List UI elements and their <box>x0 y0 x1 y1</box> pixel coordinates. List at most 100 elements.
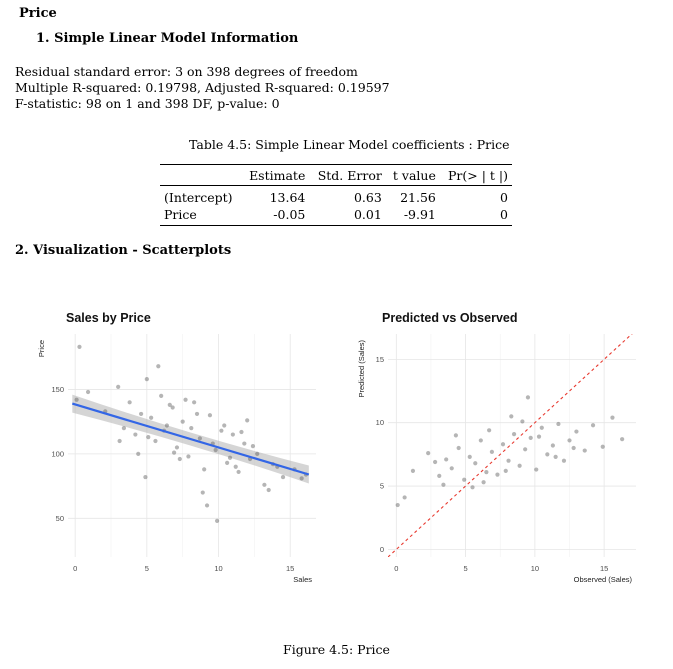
data-point <box>478 438 483 443</box>
stat-f-statistic: F-statistic: 98 on 1 and 398 DF, p-value… <box>15 96 280 111</box>
plot-area <box>71 344 310 524</box>
data-point <box>462 477 467 482</box>
data-point <box>503 468 508 473</box>
data-point <box>426 451 431 456</box>
data-point <box>525 395 531 400</box>
data-point <box>266 487 271 493</box>
data-point <box>517 463 522 468</box>
data-point <box>214 518 220 524</box>
data-point <box>489 449 495 454</box>
data-point <box>180 419 185 424</box>
data-point <box>207 413 213 418</box>
data-point <box>236 469 241 475</box>
data-point <box>610 415 615 420</box>
points <box>74 344 309 524</box>
data-point <box>197 436 202 441</box>
y-tick-label: 15 <box>376 355 384 364</box>
data-point <box>133 432 138 437</box>
data-point <box>230 432 235 437</box>
table-cell: (Intercept) <box>164 190 233 205</box>
data-point <box>433 459 438 465</box>
data-point <box>481 480 486 485</box>
data-point <box>441 482 446 487</box>
data-point <box>495 472 500 477</box>
data-point <box>395 502 400 508</box>
data-point <box>171 450 177 455</box>
y-axis-label: Predicted (Sales) <box>357 340 366 398</box>
data-point <box>467 454 472 460</box>
scatterplot-sales-by-price: 0 5 10 15 50 100 150 Sales by Price Sales Price <box>37 311 316 584</box>
table-row: Price -0.05 0.01 -9.91 0 <box>160 206 512 226</box>
x-tick-label: 5 <box>464 564 468 573</box>
data-point <box>449 466 454 471</box>
x-tick-label: 10 <box>531 564 539 573</box>
figure-caption: Figure 4.5: Price <box>283 642 390 657</box>
data-point <box>164 423 170 428</box>
data-point <box>487 428 492 433</box>
data-point <box>453 433 458 438</box>
plot-area <box>388 334 633 557</box>
x-tick-label: 0 <box>73 564 77 573</box>
section-heading-model-info: 1. Simple Linear Model Information <box>36 31 299 46</box>
data-point <box>550 443 555 448</box>
data-point <box>520 419 525 424</box>
data-point <box>534 467 539 472</box>
data-point <box>590 423 596 428</box>
data-point <box>571 445 576 451</box>
data-point <box>74 397 79 402</box>
x-axis-label: Observed (Sales) <box>574 575 633 584</box>
data-point <box>239 429 244 435</box>
data-point <box>561 458 567 463</box>
y-tick-label: 150 <box>51 385 64 394</box>
data-point <box>536 434 542 439</box>
table-caption: Table 4.5: Simple Linear Model coefficie… <box>189 137 510 152</box>
data-point <box>545 452 550 457</box>
data-point <box>255 451 260 456</box>
table-header-cell <box>160 164 242 186</box>
data-point <box>189 425 194 431</box>
data-point <box>245 418 250 423</box>
data-point <box>250 444 256 449</box>
data-point <box>194 411 200 417</box>
data-point <box>143 474 148 480</box>
data-point <box>149 415 154 420</box>
data-point <box>183 397 188 402</box>
y-axis-label: Price <box>37 340 46 357</box>
table-header-row: Estimate Std. Error t value Pr(> | t |) <box>160 164 512 186</box>
table-cell: 0.01 <box>353 207 382 222</box>
data-point <box>139 411 144 417</box>
data-point <box>556 421 561 427</box>
data-point <box>177 456 182 462</box>
points <box>395 395 625 508</box>
y-tick-label: 50 <box>56 514 64 523</box>
data-point <box>582 448 587 453</box>
y-tick-label: 0 <box>380 545 384 554</box>
data-point <box>136 451 141 456</box>
table-header-cell: Pr(> | t |) <box>439 164 512 186</box>
table-cell: 0 <box>500 207 508 222</box>
table-cell: Price <box>164 207 197 222</box>
table-header-cell: Std. Error <box>309 164 386 186</box>
data-point <box>174 445 180 450</box>
page-heading: Price <box>19 6 57 21</box>
y-tick-label: 100 <box>51 449 64 458</box>
table-cell: -9.91 <box>403 207 436 222</box>
data-point <box>159 393 164 398</box>
data-point <box>202 467 207 472</box>
data-point <box>500 442 506 447</box>
table-cell: 0.63 <box>353 190 382 205</box>
y-tick-label: 5 <box>380 482 384 491</box>
data-point <box>225 460 230 466</box>
data-point <box>620 437 625 442</box>
data-point <box>574 429 579 434</box>
data-point <box>509 414 514 419</box>
data-point <box>567 438 572 443</box>
data-point <box>153 438 158 444</box>
x-axis-label: Sales <box>293 575 312 584</box>
x-tick-label: 0 <box>394 564 398 573</box>
data-point <box>484 470 489 475</box>
x-tick-label: 10 <box>214 564 222 573</box>
data-point <box>227 455 233 460</box>
data-point <box>146 435 151 440</box>
grid <box>388 334 636 557</box>
